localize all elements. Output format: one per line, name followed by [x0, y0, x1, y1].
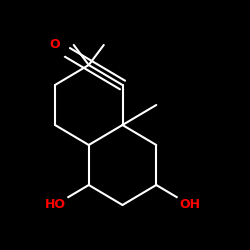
- Text: O: O: [50, 38, 60, 52]
- Circle shape: [41, 191, 69, 219]
- Circle shape: [176, 191, 204, 219]
- Text: OH: OH: [180, 198, 201, 211]
- Circle shape: [41, 31, 69, 59]
- Text: HO: HO: [44, 198, 66, 211]
